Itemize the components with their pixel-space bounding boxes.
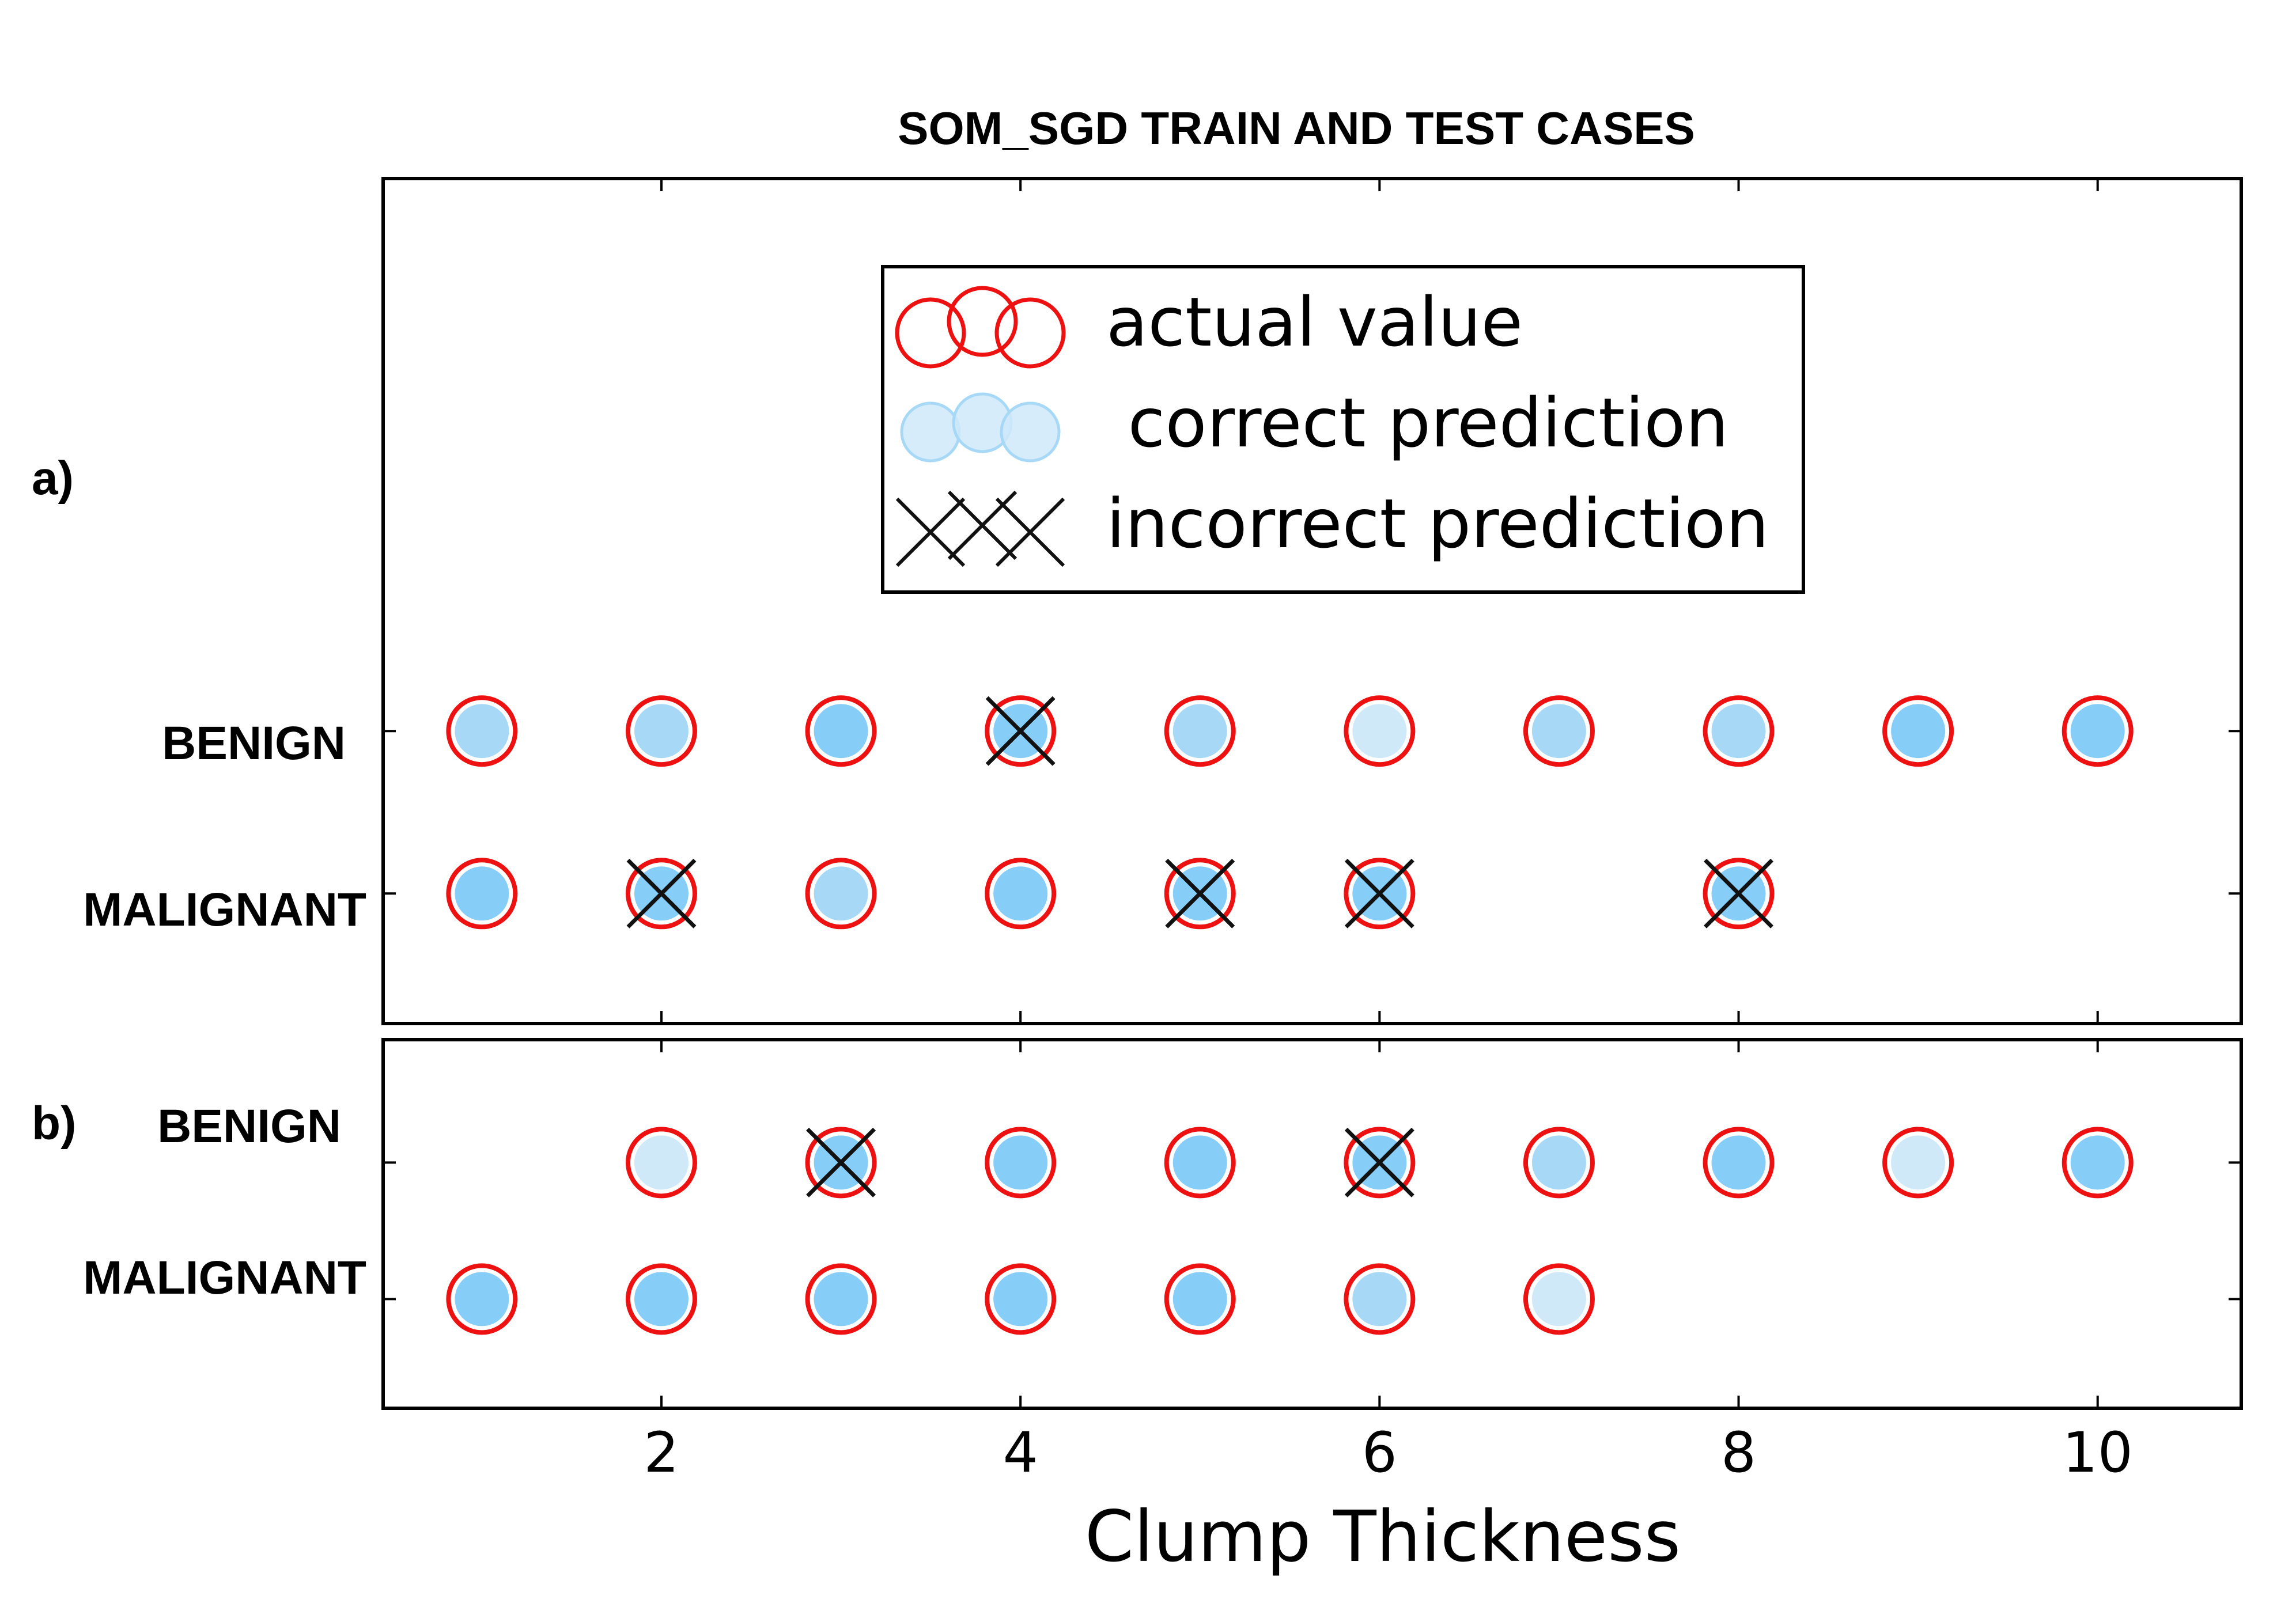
point-a-benign-7 — [1523, 695, 1595, 767]
point-b-benign-8 — [1703, 1127, 1775, 1199]
point-a-malignant-2 — [625, 858, 697, 930]
prediction-marker — [1352, 1272, 1407, 1326]
point-a-benign-3 — [805, 695, 877, 767]
panel-b-label: b) — [32, 1097, 76, 1150]
legend-actual-marker-0 — [895, 297, 966, 369]
point-b-benign-5 — [1164, 1127, 1236, 1199]
incorrect-cross-b — [626, 858, 697, 928]
prediction-marker — [634, 1272, 689, 1326]
legend-actual-marker-1 — [947, 286, 1018, 357]
chart-title: SOM_SGD TRAIN AND TEST CASES — [898, 103, 1695, 154]
incorrect-cross-b — [1344, 858, 1414, 928]
prediction-marker — [455, 1272, 509, 1326]
panel-a-ylabel-benign: BENIGN — [162, 717, 346, 770]
legend-label-actual: actual value — [1106, 282, 1523, 362]
panel-a-ylabel-malignant: MALIGNANT — [83, 884, 366, 936]
panel-b-frame — [381, 1038, 2243, 1410]
point-a-malignant-6 — [1344, 858, 1416, 930]
incorrect-cross-b — [985, 696, 1056, 766]
prediction-marker — [634, 704, 689, 759]
prediction-marker — [814, 1272, 868, 1326]
point-a-benign-8 — [1703, 695, 1775, 767]
incorrect-cross-b — [1344, 1127, 1414, 1197]
legend-correct-marker-2 — [1000, 401, 1061, 463]
data-points — [446, 695, 2134, 1335]
point-a-malignant-4 — [985, 858, 1057, 930]
point-b-benign-9 — [1882, 1127, 1954, 1199]
point-b-malignant-1 — [446, 1263, 518, 1335]
prediction-marker — [1891, 1135, 1946, 1190]
x-axis-label: Clump Thickness — [1085, 1496, 1681, 1578]
legend: actual value correct prediction incorrec… — [881, 265, 1805, 594]
legend-incorrect-marker-0-b — [895, 497, 966, 567]
prediction-marker — [993, 866, 1048, 921]
point-b-benign-7 — [1523, 1127, 1595, 1199]
point-b-malignant-3 — [805, 1263, 877, 1335]
prediction-marker — [1352, 704, 1407, 759]
point-b-benign-4 — [985, 1127, 1057, 1199]
point-a-benign-4 — [985, 695, 1057, 767]
x-tick-label-10: 10 — [2063, 1420, 2133, 1485]
point-b-malignant-7 — [1523, 1263, 1595, 1335]
panel-b-ylabel-malignant: MALIGNANT — [83, 1252, 366, 1304]
legend-label-incorrect: incorrect prediction — [1106, 484, 1769, 563]
x-tick-labels: 2 4 6 8 10 — [644, 1420, 2132, 1485]
prediction-marker — [1172, 704, 1227, 759]
x-tick-label-8: 8 — [1721, 1420, 1756, 1485]
prediction-marker — [2070, 704, 2125, 759]
point-b-malignant-2 — [625, 1263, 697, 1335]
point-b-malignant-5 — [1164, 1263, 1236, 1335]
point-b-benign-6 — [1344, 1127, 1416, 1199]
panel-b-ylabel-benign: BENIGN — [157, 1100, 341, 1153]
prediction-marker — [814, 704, 868, 759]
point-a-malignant-1 — [446, 858, 518, 930]
legend-correct-marker-0 — [900, 401, 961, 463]
point-a-benign-9 — [1882, 695, 1954, 767]
legend-label-correct: correct prediction — [1106, 383, 1728, 463]
axis-ticks — [383, 179, 2241, 1408]
prediction-marker — [455, 704, 509, 759]
prediction-marker — [455, 866, 509, 921]
prediction-marker — [1711, 704, 1766, 759]
legend-incorrect-marker-2-b — [995, 497, 1065, 567]
point-a-benign-6 — [1344, 695, 1416, 767]
x-tick-label-6: 6 — [1362, 1420, 1397, 1485]
point-a-benign-5 — [1164, 695, 1236, 767]
incorrect-cross-b — [1165, 858, 1235, 928]
point-a-benign-10 — [2062, 695, 2134, 767]
panel-a-frame — [381, 177, 2243, 1025]
prediction-marker — [993, 1135, 1048, 1190]
point-b-malignant-4 — [985, 1263, 1057, 1335]
prediction-marker — [1172, 1272, 1227, 1326]
point-a-benign-1 — [446, 695, 518, 767]
legend-incorrect-marker-1-b — [947, 490, 1017, 560]
prediction-marker — [1531, 1135, 1586, 1190]
prediction-marker — [2070, 1135, 2125, 1190]
legend-markers — [895, 286, 1066, 567]
point-b-malignant-6 — [1344, 1263, 1416, 1335]
prediction-marker — [1531, 704, 1586, 759]
prediction-marker — [1172, 1135, 1227, 1190]
prediction-marker — [993, 1272, 1048, 1326]
point-b-benign-2 — [625, 1127, 697, 1199]
prediction-marker — [634, 1135, 689, 1190]
point-a-benign-2 — [625, 695, 697, 767]
incorrect-cross-b — [1704, 858, 1774, 928]
prediction-marker — [1531, 1272, 1586, 1326]
point-b-benign-10 — [2062, 1127, 2134, 1199]
point-b-benign-3 — [805, 1127, 877, 1199]
incorrect-cross-b — [806, 1127, 876, 1197]
legend-actual-marker-2 — [994, 297, 1066, 369]
point-a-malignant-3 — [805, 858, 877, 930]
x-tick-label-2: 2 — [644, 1420, 679, 1485]
prediction-marker — [1711, 1135, 1766, 1190]
prediction-marker — [1891, 704, 1946, 759]
x-tick-label-4: 4 — [1003, 1420, 1038, 1485]
point-a-malignant-5 — [1164, 858, 1236, 930]
prediction-marker — [814, 866, 868, 921]
panel-a-label: a) — [32, 452, 74, 505]
point-a-malignant-8 — [1703, 858, 1775, 930]
